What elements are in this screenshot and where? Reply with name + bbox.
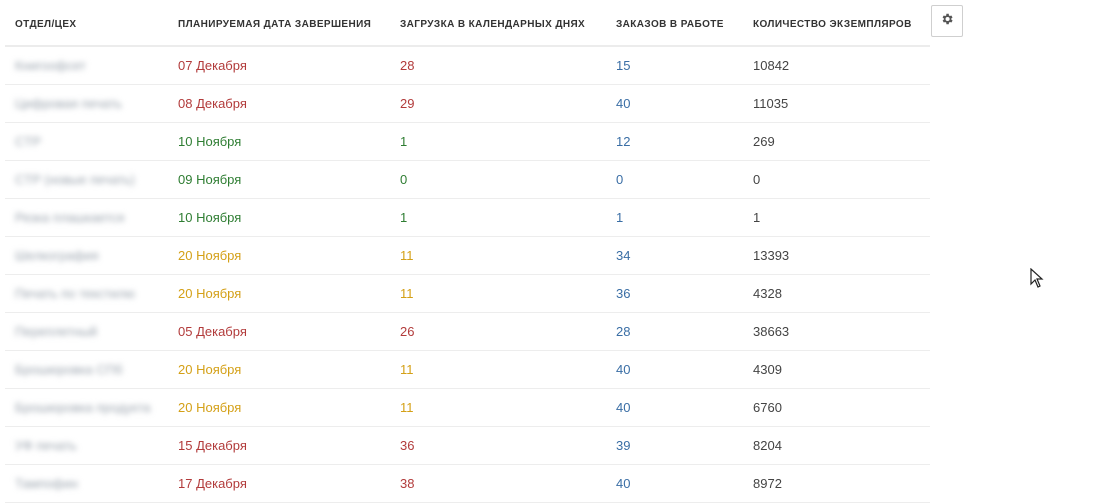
- cell-copies: 10842: [743, 46, 930, 85]
- cell-load-days: 11: [390, 388, 606, 427]
- column-header-copies[interactable]: Количество экземпляров: [743, 4, 930, 47]
- cell-load-days: 36: [390, 426, 606, 465]
- cell-load-days: 28: [390, 46, 606, 85]
- workload-table-container: Отдел/цех Планируемая дата завершения За…: [5, 4, 930, 503]
- cell-load-days: 1: [390, 198, 606, 237]
- department-name: Брошюровка СПб: [15, 362, 123, 377]
- settings-button[interactable]: [931, 5, 963, 37]
- cell-department: Шелкография: [5, 236, 168, 275]
- department-name: CTP: [15, 134, 41, 149]
- cell-orders: 40: [606, 464, 743, 503]
- department-name: УФ печать: [15, 438, 77, 453]
- cell-orders: 12: [606, 122, 743, 161]
- table-row[interactable]: Брошюровка СПб 20 Ноября 11 40 4309: [5, 350, 930, 389]
- table-row[interactable]: Шелкография 20 Ноября 11 34 13393: [5, 236, 930, 275]
- table-row[interactable]: CTP 10 Ноября 1 12 269: [5, 122, 930, 161]
- cell-copies: 269: [743, 122, 930, 161]
- cell-planned-date: 10 Ноября: [168, 122, 390, 161]
- table-row[interactable]: Книгоофсет 07 Декабря 28 15 10842: [5, 46, 930, 85]
- cell-copies: 11035: [743, 84, 930, 123]
- cell-orders: 34: [606, 236, 743, 275]
- table-row[interactable]: Брошюровка продукта 20 Ноября 11 40 6760: [5, 388, 930, 427]
- cell-copies: 0: [743, 160, 930, 199]
- cell-copies: 38663: [743, 312, 930, 351]
- column-header-orders[interactable]: Заказов в работе: [606, 4, 743, 47]
- cell-load-days: 0: [390, 160, 606, 199]
- cell-copies: 4328: [743, 274, 930, 313]
- cell-copies: 8204: [743, 426, 930, 465]
- cell-copies: 1: [743, 198, 930, 237]
- department-name: Шелкография: [15, 248, 99, 263]
- cell-load-days: 11: [390, 274, 606, 313]
- cell-department: Брошюровка продукта: [5, 388, 168, 427]
- cell-orders: 40: [606, 388, 743, 427]
- table-row[interactable]: Переплетный 05 Декабря 26 28 38663: [5, 312, 930, 351]
- table-row[interactable]: Тампофин 17 Декабря 38 40 8972: [5, 464, 930, 503]
- cell-planned-date: 08 Декабря: [168, 84, 390, 123]
- column-header-planned-date[interactable]: Планируемая дата завершения: [168, 4, 390, 47]
- cell-load-days: 1: [390, 122, 606, 161]
- column-header-department[interactable]: Отдел/цех: [5, 4, 168, 47]
- table-row[interactable]: УФ печать 15 Декабря 36 39 8204: [5, 426, 930, 465]
- cell-planned-date: 05 Декабря: [168, 312, 390, 351]
- cell-orders: 39: [606, 426, 743, 465]
- cell-department: УФ печать: [5, 426, 168, 465]
- table-row[interactable]: Резка плашкается 10 Ноября 1 1 1: [5, 198, 930, 237]
- cell-department: CTP: [5, 122, 168, 161]
- department-name: Резка плашкается: [15, 210, 125, 225]
- table-row[interactable]: Цифровая печать 08 Декабря 29 40 11035: [5, 84, 930, 123]
- department-name: CTP (новые печать): [15, 172, 135, 187]
- cell-orders: 40: [606, 350, 743, 389]
- cell-orders: 36: [606, 274, 743, 313]
- cell-department: CTP (новые печать): [5, 160, 168, 199]
- cell-planned-date: 10 Ноября: [168, 198, 390, 237]
- cell-copies: 4309: [743, 350, 930, 389]
- cell-orders: 15: [606, 46, 743, 85]
- cell-department: Резка плашкается: [5, 198, 168, 237]
- cell-copies: 8972: [743, 464, 930, 503]
- cell-planned-date: 20 Ноября: [168, 236, 390, 275]
- cell-load-days: 11: [390, 236, 606, 275]
- cell-copies: 6760: [743, 388, 930, 427]
- cell-department: Брошюровка СПб: [5, 350, 168, 389]
- table-row[interactable]: CTP (новые печать) 09 Ноября 0 0 0: [5, 160, 930, 199]
- cell-orders: 40: [606, 84, 743, 123]
- mouse-pointer-icon: [1030, 267, 1044, 293]
- cell-department: Цифровая печать: [5, 84, 168, 123]
- cell-department: Переплетный: [5, 312, 168, 351]
- cell-planned-date: 20 Ноября: [168, 274, 390, 313]
- department-name: Цифровая печать: [15, 96, 122, 111]
- cell-planned-date: 09 Ноября: [168, 160, 390, 199]
- cell-planned-date: 20 Ноября: [168, 388, 390, 427]
- department-name: Переплетный: [15, 324, 98, 339]
- cell-copies: 13393: [743, 236, 930, 275]
- table-row[interactable]: Печать по текстилю 20 Ноября 11 36 4328: [5, 274, 930, 313]
- workload-table: Отдел/цех Планируемая дата завершения За…: [5, 4, 930, 503]
- cell-department: Тампофин: [5, 464, 168, 503]
- cell-load-days: 29: [390, 84, 606, 123]
- department-name: Брошюровка продукта: [15, 400, 151, 415]
- gear-icon: [940, 12, 954, 31]
- cell-orders: 1: [606, 198, 743, 237]
- department-name: Печать по текстилю: [15, 286, 136, 301]
- cell-planned-date: 20 Ноября: [168, 350, 390, 389]
- department-name: Книгоофсет: [15, 58, 86, 73]
- cell-planned-date: 17 Декабря: [168, 464, 390, 503]
- cell-load-days: 26: [390, 312, 606, 351]
- cell-load-days: 38: [390, 464, 606, 503]
- cell-orders: 28: [606, 312, 743, 351]
- cell-orders: 0: [606, 160, 743, 199]
- table-header-row: Отдел/цех Планируемая дата завершения За…: [5, 4, 930, 47]
- cell-department: Книгоофсет: [5, 46, 168, 85]
- cell-planned-date: 07 Декабря: [168, 46, 390, 85]
- column-header-load-days[interactable]: Загрузка в календарных днях: [390, 4, 606, 47]
- department-name: Тампофин: [15, 476, 78, 491]
- cell-planned-date: 15 Декабря: [168, 426, 390, 465]
- cell-department: Печать по текстилю: [5, 274, 168, 313]
- cell-load-days: 11: [390, 350, 606, 389]
